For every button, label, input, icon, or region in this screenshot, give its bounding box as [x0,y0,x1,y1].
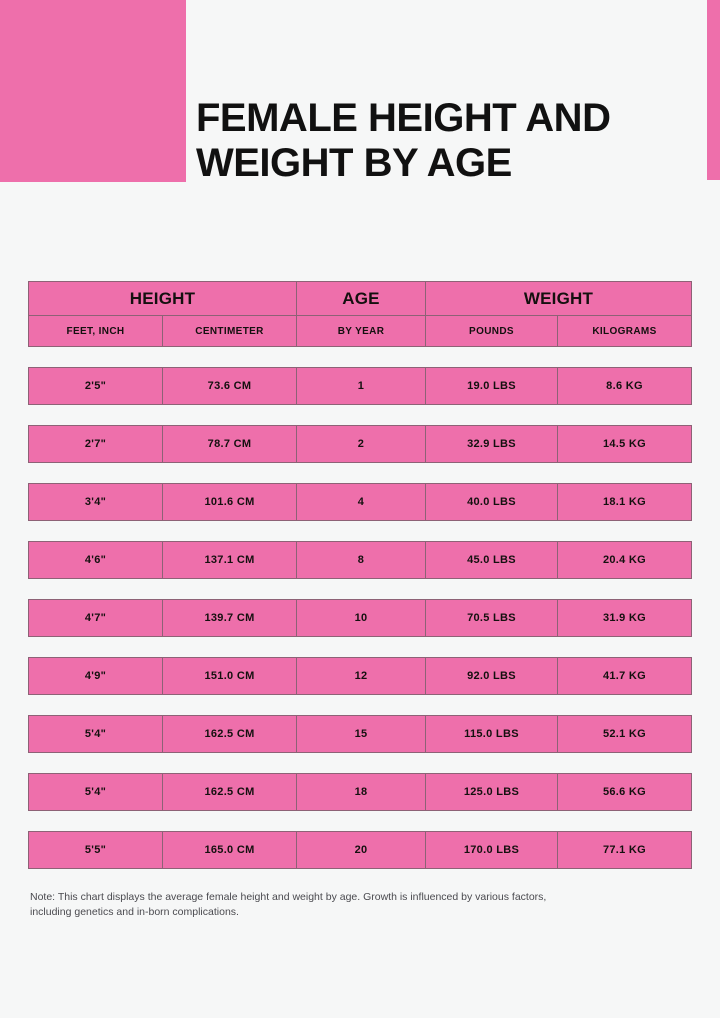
cell-kilograms: 14.5 KG [602,438,647,450]
cell-pounds: 19.0 LBS [426,368,558,404]
group-header-weight: WEIGHT [523,288,594,308]
cell-pounds: 92.0 LBS [426,658,558,694]
cell-kilograms: 41.7 KG [602,670,647,682]
cell-feet-inch: 2'7" [29,426,163,462]
table-row: 2'7" 78.7 CM 2 32.9 LBS 14.5 KG [28,425,692,463]
cell-feet-inch: 4'6" [29,542,163,578]
cell-age: 10 [297,600,426,636]
table-row: 2'5" 73.6 CM 1 19.0 LBS 8.6 KG [28,367,692,405]
cell-pounds: 45.0 LBS [426,542,558,578]
table-row: 5'4" 162.5 CM 15 115.0 LBS 52.1 KG [28,715,692,753]
table-row: 5'4" 162.5 CM 18 125.0 LBS 56.6 KG [28,773,692,811]
cell-kilograms: 31.9 KG [602,612,647,624]
table-row: 3'4" 101.6 CM 4 40.0 LBS 18.1 KG [28,483,692,521]
cell-kilograms: 8.6 KG [606,380,643,392]
decorative-block-top-left [0,0,186,182]
cell-age: 15 [297,716,426,752]
cell-age: 4 [297,484,426,520]
cell-age: 12 [297,658,426,694]
cell-pounds: 40.0 LBS [426,484,558,520]
cell-feet-inch: 4'9" [29,658,163,694]
cell-centimeter: 139.7 CM [163,600,297,636]
cell-age: 18 [297,774,426,810]
table-row: 4'7" 139.7 CM 10 70.5 LBS 31.9 KG [28,599,692,637]
decorative-block-top-right [707,0,720,180]
cell-centimeter: 151.0 CM [163,658,297,694]
column-header-kilograms: KILOGRAMS [592,325,657,337]
cell-age: 2 [297,426,426,462]
cell-pounds: 170.0 LBS [426,832,558,868]
table-column-header-row: FEET, INCH CENTIMETER BY YEAR POUNDS KIL… [29,315,691,346]
cell-centimeter: 165.0 CM [163,832,297,868]
table-group-header-row: HEIGHT AGE WEIGHT [29,282,691,315]
column-header-feet-inch: FEET, INCH [29,316,163,346]
page-title: FEMALE HEIGHT AND WEIGHT BY AGE [196,96,611,185]
cell-feet-inch: 5'4" [29,716,163,752]
cell-pounds: 70.5 LBS [426,600,558,636]
table-row: 5'5" 165.0 CM 20 170.0 LBS 77.1 KG [28,831,692,869]
cell-kilograms: 77.1 KG [602,844,647,856]
cell-centimeter: 78.7 CM [163,426,297,462]
cell-age: 20 [297,832,426,868]
cell-feet-inch: 2'5" [29,368,163,404]
cell-age: 8 [297,542,426,578]
table-row: 4'9" 151.0 CM 12 92.0 LBS 41.7 KG [28,657,692,695]
group-header-height: HEIGHT [29,282,297,315]
cell-kilograms: 52.1 KG [602,728,647,740]
table-header: HEIGHT AGE WEIGHT FEET, INCH CENTIMETER … [28,281,692,347]
cell-age: 1 [297,368,426,404]
cell-feet-inch: 5'4" [29,774,163,810]
table-row: 4'6" 137.1 CM 8 45.0 LBS 20.4 KG [28,541,692,579]
cell-centimeter: 162.5 CM [163,716,297,752]
cell-centimeter: 73.6 CM [163,368,297,404]
cell-centimeter: 137.1 CM [163,542,297,578]
cell-feet-inch: 5'5" [29,832,163,868]
cell-kilograms: 56.6 KG [602,786,647,798]
chart-note: Note: This chart displays the average fe… [30,891,547,918]
cell-kilograms: 20.4 KG [602,554,647,566]
cell-centimeter: 162.5 CM [163,774,297,810]
cell-feet-inch: 3'4" [29,484,163,520]
height-weight-table: HEIGHT AGE WEIGHT FEET, INCH CENTIMETER … [28,281,692,869]
cell-kilograms: 18.1 KG [602,496,647,508]
cell-centimeter: 101.6 CM [163,484,297,520]
cell-pounds: 125.0 LBS [426,774,558,810]
column-header-by-year: BY YEAR [297,316,426,346]
group-header-age: AGE [297,282,426,315]
column-header-centimeter: CENTIMETER [163,316,297,346]
cell-pounds: 115.0 LBS [426,716,558,752]
cell-feet-inch: 4'7" [29,600,163,636]
column-header-pounds: POUNDS [426,316,558,346]
cell-pounds: 32.9 LBS [426,426,558,462]
